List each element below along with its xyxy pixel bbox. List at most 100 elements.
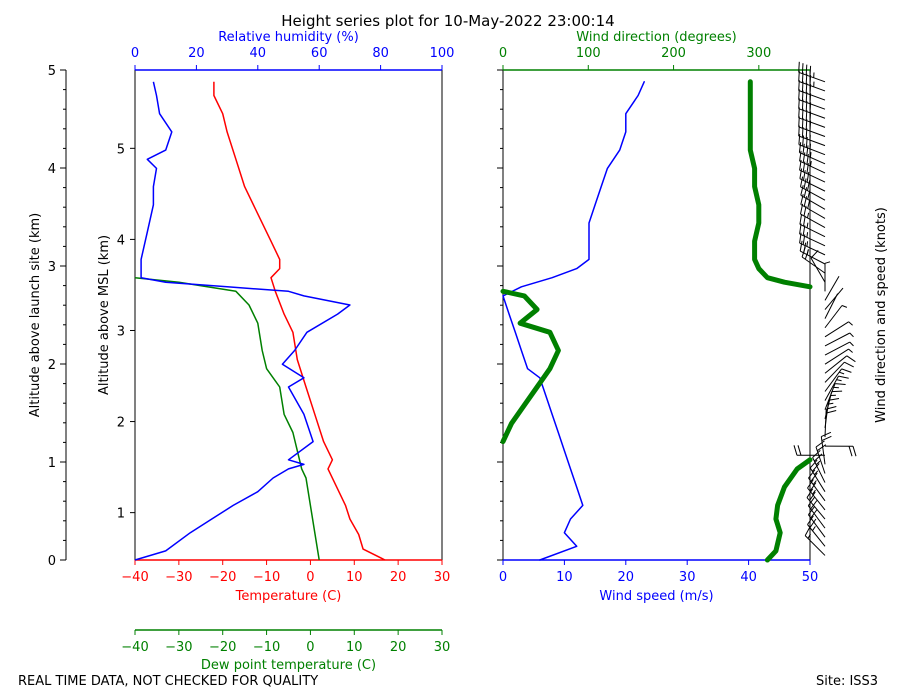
wind-barb-flag: [799, 240, 803, 252]
wind-speed-tick-label: 10: [556, 570, 573, 585]
wind-barb-flag: [810, 500, 818, 510]
rh-tick-label: 0: [131, 46, 139, 61]
wind-speed-tick-label: 0: [499, 570, 507, 585]
wind-barb-half-flag: [849, 332, 854, 338]
wind-barb-half-flag: [810, 160, 812, 167]
wind-speed-tick-label: 30: [679, 570, 696, 585]
dewpoint-tick-label: 30: [434, 640, 451, 655]
wind-barb-flag: [807, 189, 811, 200]
msl-altitude-tick-label: 2: [117, 416, 125, 431]
wind-barb-staff: [824, 305, 843, 329]
wind-barb-staff: [798, 71, 826, 83]
temperature-tick-label: −40: [121, 570, 148, 585]
wind-barb-flag: [800, 176, 804, 187]
wind-barb-half-flag: [815, 460, 821, 465]
wind-barb-flag: [807, 497, 815, 506]
wind-barb-half-flag: [814, 470, 819, 476]
wind-barb-half-flag: [848, 348, 853, 353]
wind-barb-staff: [824, 355, 848, 374]
wind-barb-flag: [825, 410, 837, 414]
wind_dir-series-line: [500, 288, 561, 445]
wind-barb-flag: [809, 491, 816, 501]
dewpoint-tick-label: 0: [306, 640, 314, 655]
wind-barb-staff: [799, 152, 826, 165]
outer-altitude-tick-label: 4: [48, 162, 56, 177]
msl-altitude-tick-label: 1: [117, 507, 125, 522]
wind-barb-half-flag: [806, 249, 809, 255]
wind-barb-flag: [804, 526, 811, 536]
wind-barb-staff: [798, 117, 826, 128]
wind-barb-flag: [841, 368, 852, 373]
wind-barb-flag: [808, 469, 816, 479]
temperature-tick-label: 10: [346, 570, 363, 585]
wind-barb-flag: [798, 61, 800, 73]
wind-speed-axis-label: Wind speed (m/s): [599, 589, 713, 604]
rh-series-line: [134, 81, 351, 561]
wind-barb-flag: [812, 450, 821, 458]
wind-barb-staff: [807, 514, 826, 538]
wind-barb-staff: [815, 446, 826, 474]
wind-barb-staff: [824, 368, 843, 392]
wind-barb-flag: [810, 472, 818, 482]
left-panel: 0 1 2 3 4 5 Altitude above launch site (km) 1 2 3…: [28, 30, 454, 673]
wind-barb-staff: [806, 497, 826, 520]
wind-dir-tick-label: 0: [499, 46, 507, 61]
wind-barb-staff: [824, 361, 845, 383]
wind-barb-flag: [799, 213, 803, 225]
right-panel: 0 10 20 30 40 50 Wind speed (m/s) 0 100 200 300 Win…: [497, 30, 889, 604]
wind-barb-half-flag: [809, 152, 812, 158]
wind-barb-flag: [838, 375, 849, 379]
msl-altitude-tick-label: 4: [117, 233, 125, 248]
wind-speed-tick-label: 50: [802, 570, 819, 585]
wind-barb-flag: [803, 170, 806, 181]
wind-barb-flag: [815, 440, 825, 448]
wind-barb-staff: [808, 477, 826, 502]
wind-barbs-label: Wind direction and speed (knots): [874, 207, 889, 423]
temperature-tick-label: 30: [434, 570, 451, 585]
wind-barb-half-flag: [849, 341, 854, 347]
temperature-tick-label: 0: [306, 570, 314, 585]
temperature-tick-label: −30: [165, 570, 192, 585]
dewpoint-tick-label: −20: [209, 640, 236, 655]
wind-barb-staff: [812, 457, 826, 483]
wind-barb-staff: [798, 80, 826, 92]
dewpoint-axis-label: Dew point temperature (C): [201, 658, 376, 673]
wind-barb-staff: [809, 467, 826, 492]
wind-barb-flag: [793, 445, 798, 456]
wind-barb-staff: [798, 99, 826, 110]
wind-dir-tick-label: 200: [661, 46, 686, 61]
wind-barb-flag: [802, 152, 806, 163]
wind-barb-flag: [817, 444, 827, 452]
wind-barb-staff: [810, 257, 826, 283]
left-plot-frame: [134, 69, 443, 561]
wind-barb-half-flag: [806, 232, 809, 238]
rh-tick-label: 40: [250, 46, 267, 61]
wind-barb-flag: [809, 65, 812, 77]
wind-barb-staff: [800, 194, 826, 210]
wind-barb-flag: [803, 242, 807, 253]
wind-barb-staff: [799, 250, 826, 265]
chart-title: Height series plot for 10-May-2022 23:00…: [281, 12, 614, 30]
right-plot-frame: [502, 69, 811, 561]
quality-note: REAL TIME DATA, NOT CHECKED FOR QUALITY: [18, 674, 319, 689]
rh-tick-label: 80: [372, 46, 389, 61]
wind-barb-staff: [799, 223, 826, 238]
outer-altitude-tick-label: 0: [48, 554, 56, 569]
wind-barb-flag: [848, 446, 853, 457]
wind_speed-series-line: [502, 81, 645, 561]
wind-barb-flag: [828, 398, 840, 401]
rh-tick-label: 100: [430, 46, 455, 61]
temperature-tick-label: −10: [253, 570, 280, 585]
wind-speed-tick-label: 40: [740, 570, 757, 585]
dewpoint-tick-label: −40: [121, 640, 148, 655]
wind-barb-flag: [799, 168, 803, 179]
msl-altitude-tick-label: 5: [117, 142, 125, 157]
outer-altitude-tick-label: 1: [48, 456, 56, 471]
dewpoint-tick-label: 20: [390, 640, 407, 655]
wind-barb-staff: [807, 505, 826, 529]
wind-barb-flag: [806, 488, 814, 498]
outer-altitude-tick-label: 2: [48, 358, 56, 373]
wind-barb-flag: [806, 171, 810, 183]
wind-barb-staff: [799, 242, 826, 256]
wind-barb-staff: [799, 169, 826, 183]
